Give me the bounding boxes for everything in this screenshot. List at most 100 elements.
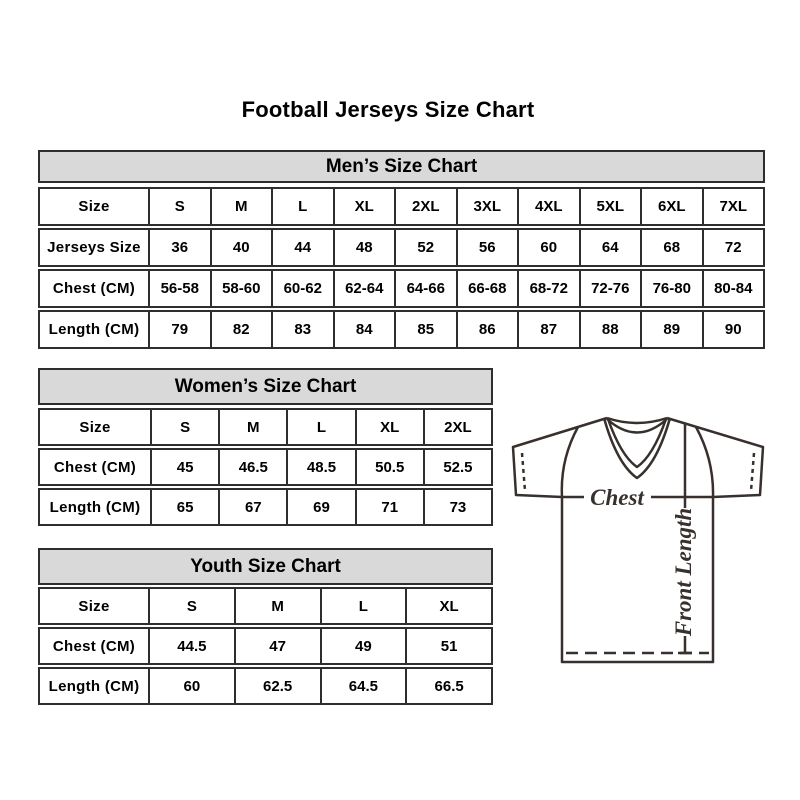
chest-label: Chest [590,485,644,510]
value-cell: 56-58 [150,269,212,308]
value-cell: 64-66 [396,269,458,308]
value-cell: 62.5 [235,667,322,705]
value-cell: 71 [356,488,425,526]
table-row: Jerseys Size 36 40 44 48 52 56 60 64 68 … [38,228,765,267]
table-row: Length (CM) 65 67 69 71 73 [38,488,494,526]
mens-size-chart: Men’s Size Chart Size S M L XL 2XL 3XL 4… [38,150,765,349]
row-label-cell: Size [38,408,152,446]
value-cell: 49 [321,627,408,665]
womens-size-chart: Women’s Size Chart Size S M L XL 2XL Che… [38,368,494,526]
value-cell: 46.5 [220,448,289,486]
value-cell: 84 [334,310,396,349]
value-cell: 66.5 [407,667,493,705]
value-cell: L [321,587,408,625]
jersey-outline [511,416,765,664]
table-row: Length (CM) 60 62.5 64.5 66.5 [38,667,493,705]
value-cell: 67 [220,488,289,526]
jersey-cuff-stitches [520,452,756,492]
value-cell: 68 [642,228,704,267]
value-cell: 6XL [642,187,704,226]
value-cell: M [211,187,273,226]
value-cell: M [235,587,322,625]
value-cell: 83 [273,310,335,349]
row-label-cell: Chest (CM) [38,269,150,308]
value-cell: 5XL [580,187,642,226]
value-cell: 89 [642,310,704,349]
value-cell: L [273,187,335,226]
youth-table: Size S M L XL Chest (CM) 44.5 47 49 51 L… [38,587,493,705]
table-row: Chest (CM) 56-58 58-60 60-62 62-64 64-66… [38,269,765,308]
value-cell: 66-68 [457,269,519,308]
value-cell: S [152,408,221,446]
value-cell: 44 [273,228,335,267]
value-cell: S [150,587,236,625]
value-cell: 82 [211,310,273,349]
value-cell: XL [334,187,396,226]
value-cell: 80-84 [703,269,765,308]
value-cell: 86 [457,310,519,349]
value-cell: 69 [288,488,357,526]
value-cell: 56 [457,228,519,267]
value-cell: 85 [396,310,458,349]
womens-table: Size S M L XL 2XL Chest (CM) 45 46.5 48.… [38,408,494,526]
row-label-cell: Chest (CM) [38,448,152,486]
value-cell: 48.5 [288,448,357,486]
value-cell: 76-80 [642,269,704,308]
womens-chart-header: Women’s Size Chart [38,368,493,405]
value-cell: 68-72 [519,269,581,308]
value-cell: 44.5 [150,627,236,665]
row-label-cell: Chest (CM) [38,627,150,665]
table-row: Chest (CM) 44.5 47 49 51 [38,627,493,665]
row-label-cell: Length (CM) [38,667,150,705]
value-cell: 4XL [519,187,581,226]
value-cell: 2XL [396,187,458,226]
table-row: Chest (CM) 45 46.5 48.5 50.5 52.5 [38,448,494,486]
value-cell: 52 [396,228,458,267]
value-cell: 52.5 [424,448,494,486]
value-cell: 64.5 [321,667,408,705]
value-cell: 87 [519,310,581,349]
row-label-cell: Jerseys Size [38,228,150,267]
value-cell: 88 [580,310,642,349]
value-cell: 73 [424,488,494,526]
mens-chart-header: Men’s Size Chart [38,150,765,183]
value-cell: XL [356,408,425,446]
mens-table: Size S M L XL 2XL 3XL 4XL 5XL 6XL 7XL Je… [38,187,765,349]
front-length-measure-line [678,423,692,655]
table-row: Length (CM) 79 82 83 84 85 86 87 88 89 9… [38,310,765,349]
jersey-measurement-diagram: Chest Front Length [500,406,772,672]
jersey-collar [602,416,672,480]
value-cell: 7XL [703,187,765,226]
value-cell: 47 [235,627,322,665]
youth-chart-header: Youth Size Chart [38,548,493,585]
value-cell: 90 [703,310,765,349]
value-cell: 3XL [457,187,519,226]
value-cell: 40 [211,228,273,267]
value-cell: L [288,408,357,446]
row-label-cell: Size [38,187,150,226]
jersey-diagram-icon: Chest Front Length [511,416,765,664]
value-cell: 45 [152,448,221,486]
page-title: Football Jerseys Size Chart [241,97,535,122]
value-cell: 36 [150,228,212,267]
value-cell: M [220,408,289,446]
value-cell: 51 [407,627,493,665]
value-cell: 72 [703,228,765,267]
value-cell: 72-76 [580,269,642,308]
value-cell: 58-60 [211,269,273,308]
row-label-cell: Length (CM) [38,488,152,526]
value-cell: 65 [152,488,221,526]
row-label-cell: Length (CM) [38,310,150,349]
value-cell: 62-64 [334,269,396,308]
value-cell: 79 [150,310,212,349]
value-cell: 60 [519,228,581,267]
row-label-cell: Size [38,587,150,625]
value-cell: 60 [150,667,236,705]
youth-size-chart: Youth Size Chart Size S M L XL Chest (CM… [38,548,493,705]
value-cell: 48 [334,228,396,267]
value-cell: 50.5 [356,448,425,486]
mens-chart-title: Men’s Size Chart [325,155,478,177]
front-length-label: Front Length [671,508,696,637]
table-row: Size S M L XL 2XL 3XL 4XL 5XL 6XL 7XL [38,187,765,226]
value-cell: XL [407,587,493,625]
